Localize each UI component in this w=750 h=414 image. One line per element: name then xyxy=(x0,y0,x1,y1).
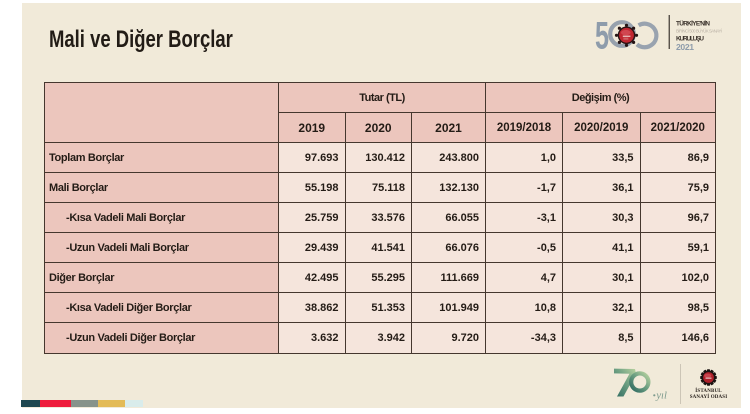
svg-text:SANAYİ ODASI: SANAYİ ODASI xyxy=(690,394,728,400)
svg-text:5: 5 xyxy=(595,15,609,58)
svg-text:İSTANBUL: İSTANBUL xyxy=(695,388,722,394)
svg-text:BİRİNCİ 500 BÜYÜK SANAYİ: BİRİNCİ 500 BÜYÜK SANAYİ xyxy=(676,29,722,34)
svg-text:yıl: yıl xyxy=(655,391,667,402)
svg-text:KURULUŞU: KURULUŞU xyxy=(676,36,704,43)
svg-text:2021: 2021 xyxy=(676,42,694,52)
svg-text:TÜRKİYE'NİN: TÜRKİYE'NİN xyxy=(676,18,710,27)
